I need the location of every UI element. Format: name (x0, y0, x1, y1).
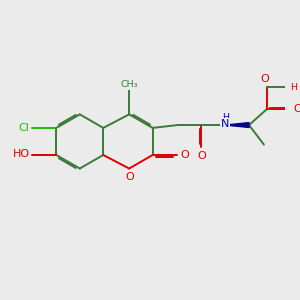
Text: O: O (180, 150, 189, 160)
Text: H: H (290, 83, 297, 92)
Text: N: N (221, 119, 230, 130)
Text: H: H (222, 113, 229, 122)
Text: Cl: Cl (19, 123, 30, 133)
Text: O: O (125, 172, 134, 182)
Polygon shape (225, 123, 249, 128)
Text: CH₃: CH₃ (120, 80, 138, 88)
Text: O: O (294, 104, 300, 114)
Text: O: O (197, 151, 206, 161)
Text: HO: HO (13, 148, 30, 159)
Text: O: O (261, 74, 270, 84)
